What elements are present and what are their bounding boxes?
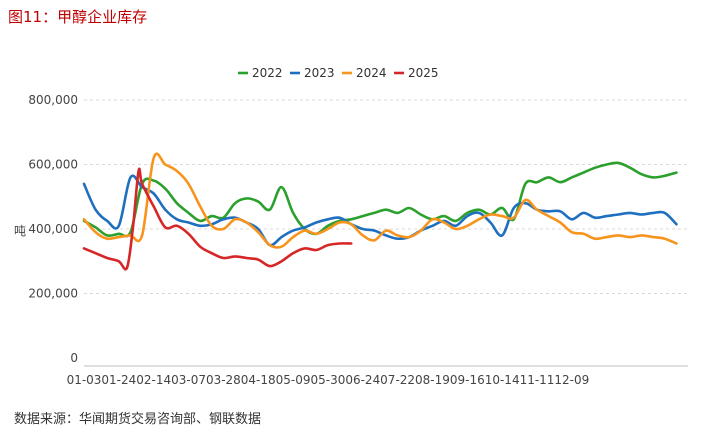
x-tick-label: 03-28 [206,373,241,387]
x-tick-label: 01-03 [67,373,102,387]
x-tick-label: 09-16 [450,373,485,387]
series-line-2025 [82,167,353,271]
x-tick-label: 05-30 [310,373,345,387]
x-tick-label: 10-14 [485,373,520,387]
x-tick-label: 08-19 [415,373,450,387]
data-source-note: 数据来源：华闻期货交易咨询部、钢联数据 [14,412,262,427]
legend-label-2022: 2022 [252,66,283,80]
figure-title: 图11：甲醇企业库存 [8,8,148,26]
y-tick-label: 0 [70,351,78,365]
x-tick-label: 05-09 [276,373,311,387]
y-tick-label: 200,000 [28,287,78,301]
y-tick-label: 800,000 [28,93,78,107]
series-line-2023 [82,174,678,247]
series-line-2022 [82,161,678,238]
x-tick-label: 06-24 [345,373,380,387]
x-tick-label: 03-07 [171,373,206,387]
y-tick-label: 600,000 [28,158,78,172]
legend-label-2025: 2025 [408,66,439,80]
series-line-2024 [82,152,678,249]
x-tick-label: 07-22 [380,373,415,387]
series-lines [82,152,678,271]
legend-label-2023: 2023 [304,66,335,80]
y-tick-label: 400,000 [28,222,78,236]
legend: 2022 2023 2024 2025 [238,66,439,80]
legend-label-2024: 2024 [356,66,387,80]
y-axis-label: 吨 [14,224,26,238]
x-tick-label: 01-24 [101,373,136,387]
grid-lines [84,99,688,294]
x-tick-label: 12-09 [554,373,589,387]
x-tick-label: 02-14 [136,373,171,387]
x-tick-label: 04-18 [241,373,276,387]
x-tick-label: 11-11 [520,373,555,387]
